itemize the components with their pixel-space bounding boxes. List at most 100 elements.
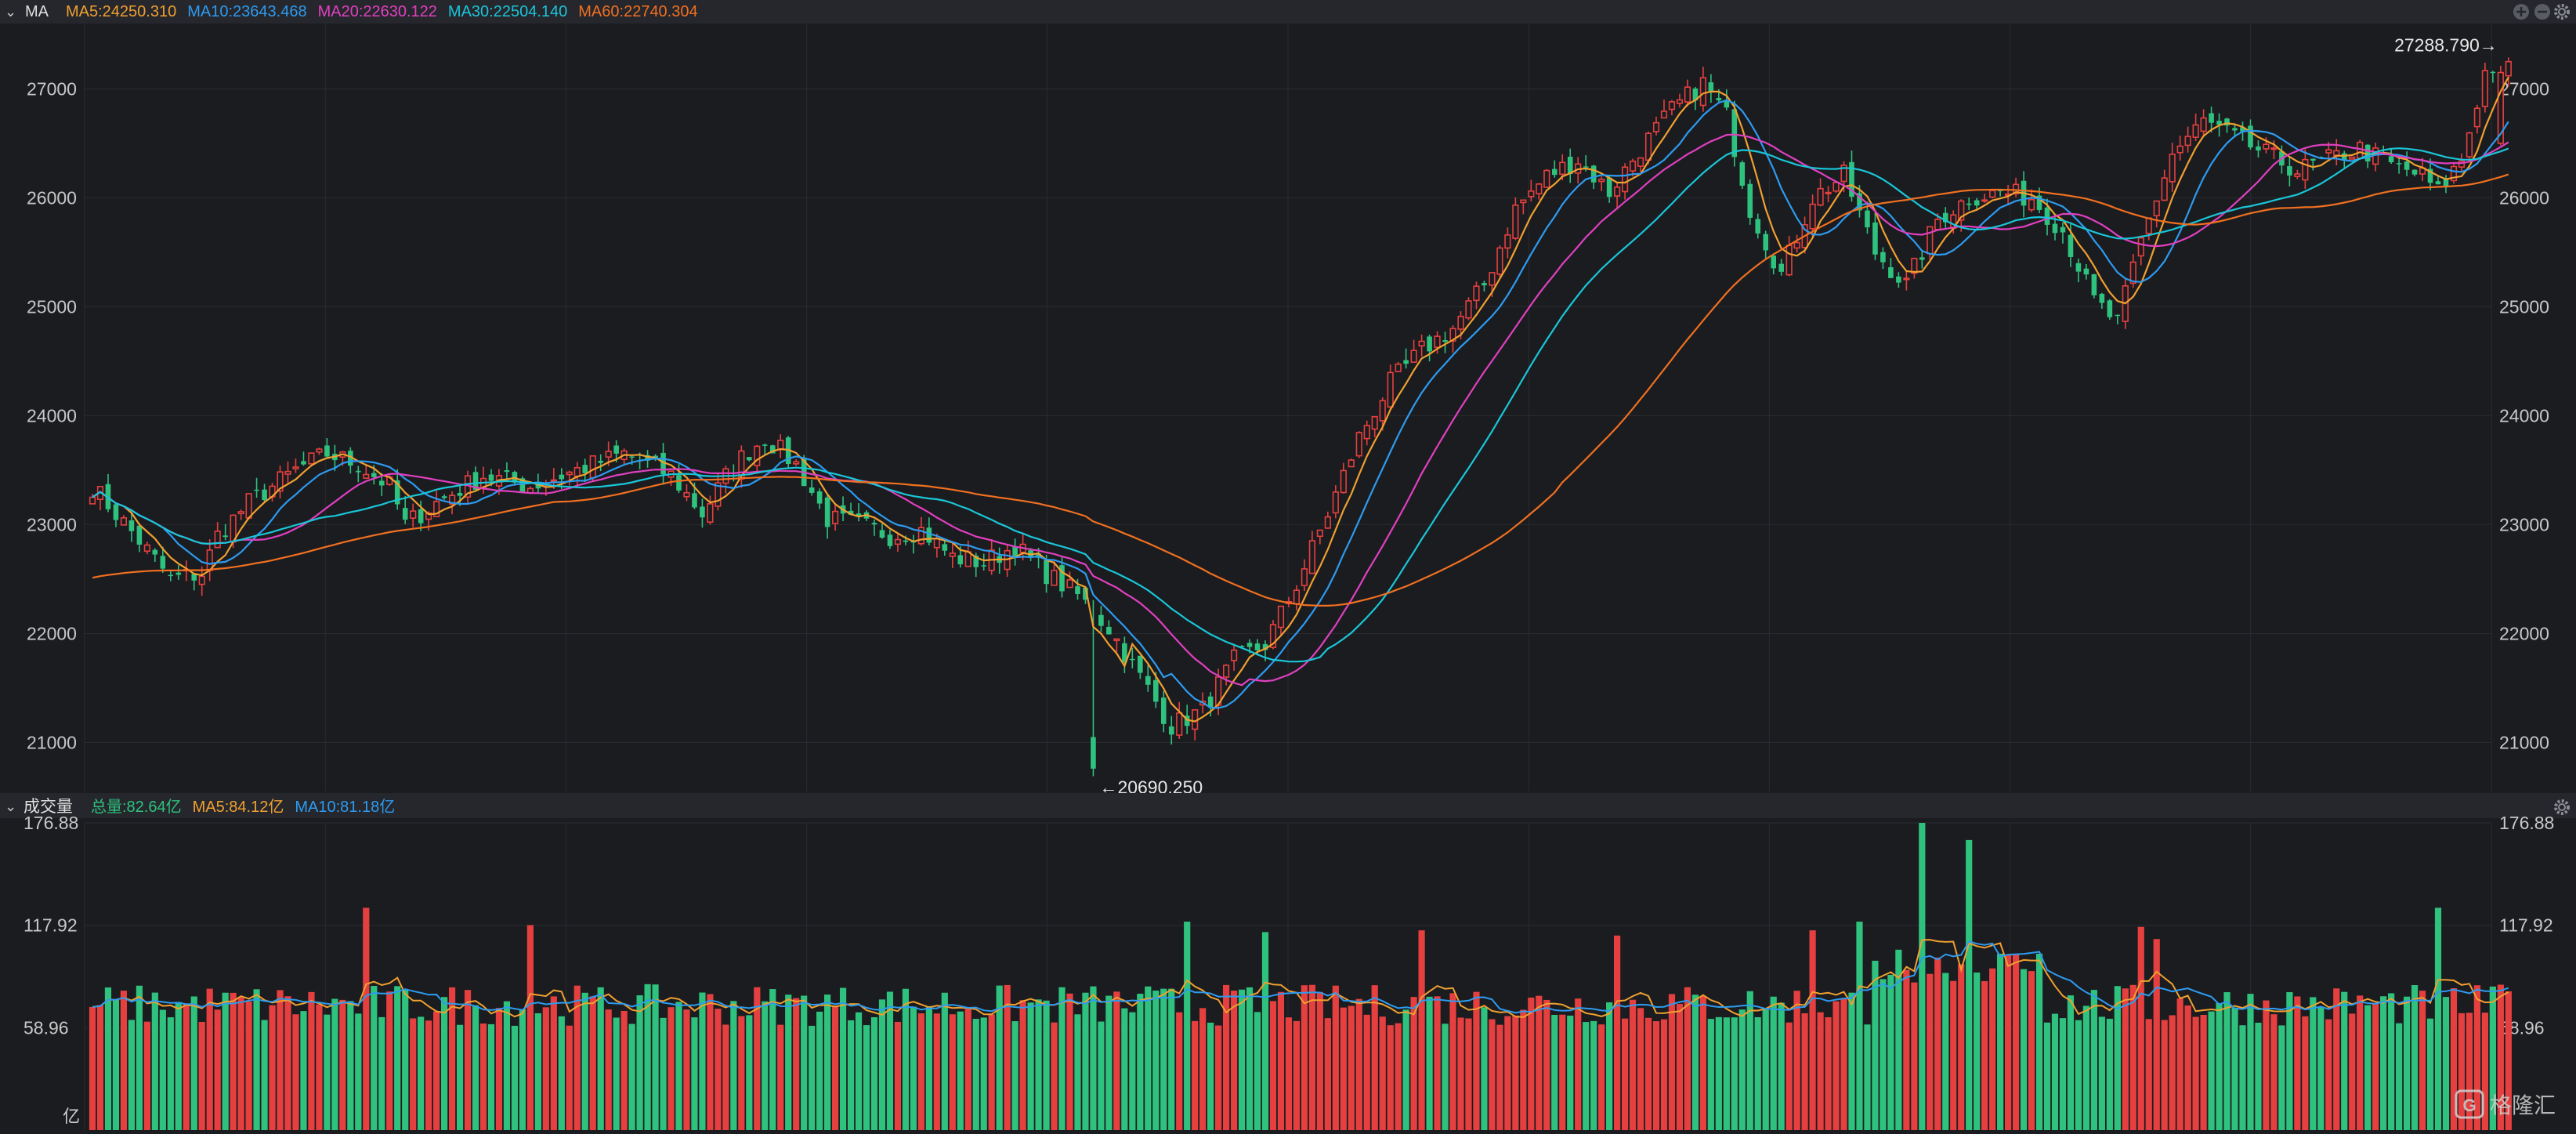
candle-body-down [1731,109,1738,158]
price-indicator-name[interactable]: MA [25,3,49,20]
volume-bar-down [136,985,143,1130]
volume-bar-down [2020,969,2028,1130]
price-panel-collapse-icon[interactable]: ⌄ [5,4,16,20]
volume-bar-down [1207,1022,1214,1130]
volume-bar-down [2442,997,2450,1130]
volume-bar-up [1293,1020,1301,1130]
volume-bar-up [2302,1016,2309,1130]
candle-body-down [1590,165,1597,183]
volume-bar-up [1340,1007,1347,1130]
volume-settings-icon[interactable] [2554,799,2570,815]
candle-body-down [1246,643,1253,647]
volume-bar-down [1723,1017,1730,1130]
volume-bar-up [1019,1000,1026,1130]
candle-body-up [1676,99,1684,104]
price-tick-label: 21000 [27,732,77,752]
candle-body-down [747,457,752,461]
volume-bar-down [519,1009,526,1130]
candle-body-down [1747,183,1753,218]
volume-bar-up [1473,991,1480,1130]
volume-bar-down [534,1013,541,1130]
volume-bar-down [2239,1025,2246,1130]
volume-ma-line-ma5 [92,939,2509,1018]
price-axis-left: 27000 26000 25000 24000 23000 22000 21000 [27,78,77,752]
candle-body-down [2232,128,2238,131]
volume-bar-down [957,1011,964,1130]
price-tick-label: 22000 [27,623,77,643]
candle-body-down [2341,153,2347,161]
candle-body-up [1528,190,1535,197]
high-annotation: 27288.790→ [2394,34,2498,55]
candle-body-down [1778,263,1784,272]
volume-bar-up [495,1008,503,1130]
candle-body-down [1606,177,1612,197]
volume-bar-up [1911,982,1918,1130]
volume-bar-down [1583,1022,1590,1130]
settings-icon[interactable] [2554,4,2570,20]
volume-bar-up [1989,968,1996,1130]
ma-legend-item: MA10:23643.468 [187,3,306,20]
candle-body-down [1138,655,1143,673]
candle-body-up [1934,219,1941,230]
volume-bar-up [1324,1018,1331,1130]
volume-bar-down [1254,1012,1261,1130]
candle-body-up [1543,169,1550,188]
candle-body-up [2153,200,2160,217]
candle-body-down [2490,71,2496,74]
volume-bar-up [949,1014,956,1130]
candle-body-down [1184,716,1190,726]
volume-bar-down [2223,992,2230,1130]
volume-indicator-name[interactable]: 成交量 [24,798,73,816]
candle-body-down [519,478,526,492]
price-tick-label: 25000 [2499,296,2549,317]
volume-bar-down [151,992,158,1130]
volume-bar-up [1958,964,1965,1130]
price-header-bar [0,0,2576,24]
volume-bar-down [190,996,197,1130]
volume-bar-down [1184,922,1191,1130]
price-moving-averages [92,76,2509,723]
volume-bar-down [730,1001,737,1130]
volume-bar-up [2005,954,2012,1130]
volume-bar-down [2098,1016,2105,1130]
candle-body-up [1371,415,1378,430]
volume-bar-down [660,1017,667,1130]
volume-bar-up [1543,999,1550,1130]
volume-bar-up [1379,1016,1386,1130]
candle-body-down [254,489,259,491]
candle-body-up [2349,156,2356,160]
volume-bar-up [777,1024,784,1130]
volume-bar-up [292,1014,299,1130]
volume-bar-down [1481,1007,1488,1130]
zoom-out-icon[interactable] [2534,4,2550,20]
volume-bar-up [363,908,370,1130]
volume-bar-down [378,1016,385,1130]
volume-bar-down [159,1009,166,1130]
volume-bar-up [1316,991,1323,1130]
volume-bar-down [1121,1008,1128,1130]
volume-bar-up [1668,994,1676,1130]
candle-body-down [2099,293,2105,303]
candle-body-up [2333,150,2340,156]
volume-bar-down [2310,997,2317,1130]
candle-body-down [2091,274,2097,295]
volume-bar-down [1848,992,1855,1130]
candle-body-up [683,492,690,498]
candle-body-down [2083,268,2089,275]
volume-bar-down [487,1023,495,1130]
candle-body-up [2294,173,2301,177]
candle-body-up [1066,579,1073,589]
volume-bar-up [433,1011,440,1130]
volume-panel-collapse-icon[interactable]: ⌄ [5,799,16,814]
volume-bar-up [1387,1025,1394,1130]
zoom-in-icon[interactable] [2513,4,2529,20]
volume-moving-averages [92,939,2509,1018]
candle-body-down [2404,161,2410,170]
candle-body-down [1919,257,1925,260]
volume-legend-item: 总量:82.64亿 [91,798,182,816]
volume-bar-down [2082,1005,2089,1130]
candle-body-up [1512,205,1519,239]
candle-body-up [2192,124,2199,138]
candle-body-up [1958,200,1965,221]
